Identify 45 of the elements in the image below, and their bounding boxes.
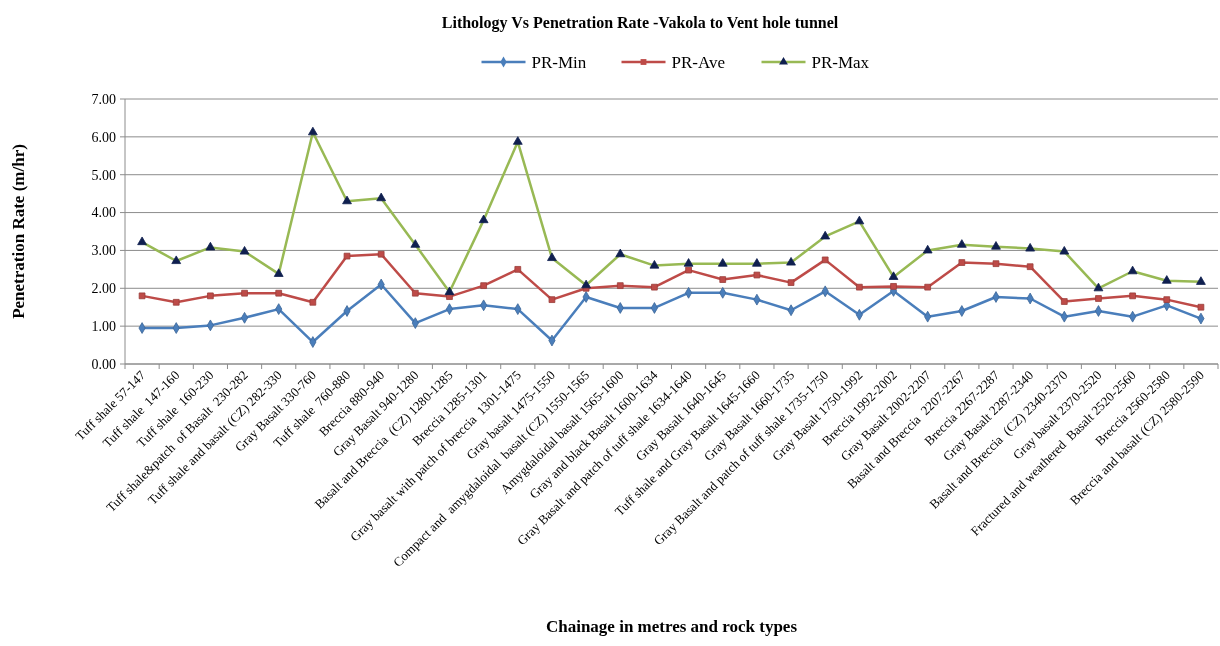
point: [1129, 292, 1136, 300]
point: [445, 303, 454, 315]
point: [890, 283, 897, 290]
point: [821, 256, 829, 264]
point: [343, 252, 351, 260]
x-axis-title: Chainage in metres and rock types: [545, 617, 798, 636]
legend-label: PR-Max: [811, 53, 870, 72]
point: [856, 283, 863, 291]
point: [651, 283, 658, 291]
point: [480, 282, 487, 289]
point: [377, 250, 385, 258]
point: [138, 292, 146, 300]
point: [207, 292, 214, 300]
y-tick-label: 5.00: [91, 167, 116, 183]
point: [924, 283, 931, 291]
point: [1163, 296, 1171, 303]
point: [1060, 298, 1068, 305]
y-tick-label: 1.00: [91, 319, 116, 335]
y-tick-label: 7.00: [91, 91, 116, 107]
point: [616, 282, 624, 289]
point: [412, 289, 419, 297]
point: [1095, 295, 1102, 302]
point: [719, 276, 727, 283]
legend-label: PR-Ave: [671, 53, 726, 72]
y-tick-label: 4.00: [91, 205, 116, 221]
point: [1026, 263, 1034, 271]
point: [753, 271, 761, 279]
legend-label: PR-Min: [531, 53, 587, 72]
y-tick-label: 2.00: [91, 281, 116, 297]
y-tick-label: 6.00: [91, 129, 116, 145]
point: [958, 259, 966, 266]
point: [548, 296, 556, 303]
y-tick-label: 3.00: [91, 243, 116, 259]
y-tick-label: 0.00: [91, 356, 116, 372]
point: [685, 266, 692, 274]
point: [992, 260, 1000, 267]
chart-title: Lithology Vs Penetration Rate -Vakola to Vent hole tunnel: [441, 14, 839, 32]
point: [514, 266, 522, 273]
y-axis-title: Penetration Rate (m/hr): [9, 144, 28, 319]
point: [172, 298, 180, 306]
point: [275, 289, 283, 297]
point: [1197, 303, 1205, 311]
point: [309, 298, 317, 306]
point: [241, 289, 248, 297]
point: [787, 279, 795, 286]
